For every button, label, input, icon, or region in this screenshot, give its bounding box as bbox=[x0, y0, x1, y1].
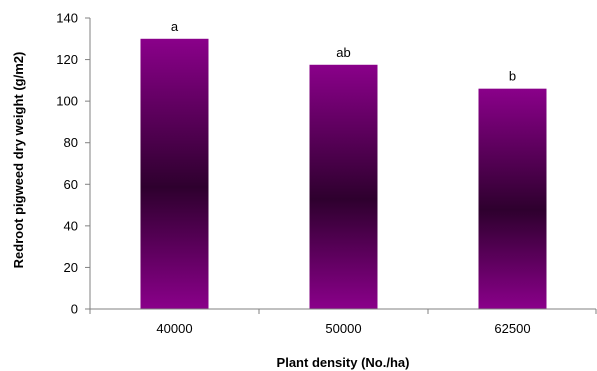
bar-50000 bbox=[309, 64, 378, 310]
bars bbox=[140, 38, 547, 310]
x-tick-label-62500: 62500 bbox=[494, 321, 530, 336]
y-tick-label-120: 120 bbox=[56, 52, 78, 67]
y-axis-title: Redroot pigweed dry weight (g/m2) bbox=[11, 52, 26, 269]
labels: a 40000 ab 50000 b 62500 0 20 40 60 80 100 120 140 bbox=[56, 11, 530, 337]
y-tick-label-60: 60 bbox=[64, 177, 78, 192]
data-label-40000: a bbox=[171, 19, 179, 34]
data-label-62500: b bbox=[509, 69, 516, 84]
y-tick-label-100: 100 bbox=[56, 94, 78, 109]
axes bbox=[85, 17, 597, 314]
y-tick-label-80: 80 bbox=[64, 135, 78, 150]
y-tick-label-20: 20 bbox=[64, 260, 78, 275]
data-label-50000: ab bbox=[336, 45, 350, 60]
x-axis-title: Plant density (No./ha) bbox=[277, 355, 410, 370]
y-tick-label-0: 0 bbox=[71, 302, 78, 317]
x-tick-label-40000: 40000 bbox=[156, 321, 192, 336]
y-tick-label-140: 140 bbox=[56, 11, 78, 26]
bar-40000 bbox=[140, 38, 209, 310]
x-tick-label-50000: 50000 bbox=[325, 321, 361, 336]
bar-62500 bbox=[478, 88, 547, 310]
y-tick-label-40: 40 bbox=[64, 218, 78, 233]
